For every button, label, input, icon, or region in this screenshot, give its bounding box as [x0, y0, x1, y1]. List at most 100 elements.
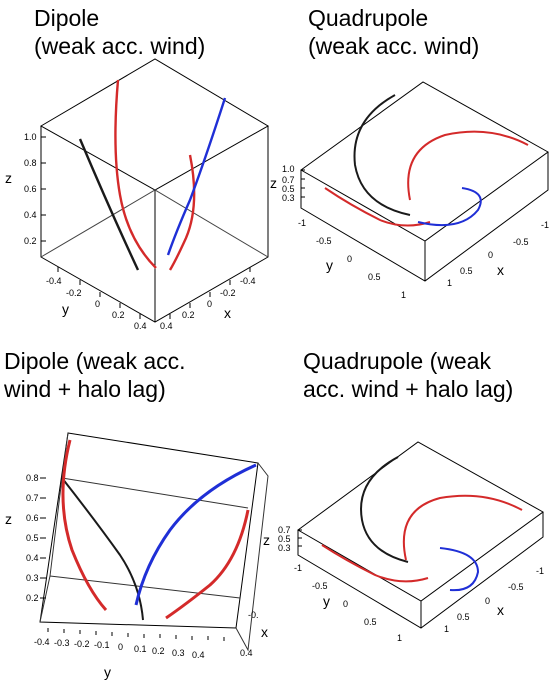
panel4-labels: 0.7 0.5 0.3 z -1 -0.5 0 0.5 1 y 1 0.5 0 …: [263, 525, 544, 643]
panel1-xtick-3: 0: [207, 299, 212, 309]
panel3-ytick-4: -0.1: [94, 640, 110, 650]
panel4-curve-red-lower: [321, 544, 429, 583]
panel3-title: Dipole (weak acc. wind + halo lag): [4, 348, 186, 402]
panel3-curve-blue: [134, 463, 257, 606]
panel2-ztick-4: 0.3: [282, 193, 295, 203]
panel1-ytick-5: 0.4: [134, 321, 147, 331]
panel2-plot: [300, 81, 549, 282]
panel2-curve-black: [353, 94, 411, 216]
panel1-ztick-5: 0.2: [24, 236, 37, 246]
panel3-plot: [39, 432, 269, 652]
panel1-curve-red-left: [114, 79, 157, 269]
panel4-ytick-3: 0: [343, 599, 348, 609]
panel3-xtick-2: 0.4: [240, 648, 253, 658]
panel3-ylabel: y: [104, 664, 111, 680]
panel1-curve-black: [78, 138, 140, 271]
panel1-ytick-2: -0.2: [66, 288, 82, 298]
panel3-labels: 0.8 0.7 0.6 0.5 0.4 0.3 0.2 z -0.4 -0.3 …: [5, 473, 268, 680]
panel2-labels: 1.0 0.7 0.5 0.3 z -1 -0.5 0 0.5 1 y 1 0.…: [270, 164, 549, 300]
panel1-ytick-3: 0: [95, 299, 100, 309]
panel3-ytick-1: -0.4: [34, 637, 50, 647]
panel3-ytick-8: 0.3: [172, 648, 185, 658]
panel2-ylabel: y: [326, 257, 333, 273]
panel1-box-top: [39, 58, 269, 191]
panel1-ztick-4: 0.4: [24, 210, 37, 220]
panel4-curve-red-upper: [402, 494, 523, 561]
panel4-xlabel: x: [497, 602, 504, 618]
panel2-ytick-5: 1: [401, 290, 406, 300]
panel3-box-back: [39, 432, 259, 629]
panel3-xlabel: x: [261, 624, 268, 640]
panel2-ytick-3: 0: [347, 254, 352, 264]
panel4-xtick-1: 1: [444, 624, 449, 634]
panel4-xtick-2: 0.5: [457, 612, 470, 622]
panel4-xtick-5: -1: [536, 566, 544, 576]
panel2-xtick-3: 0: [488, 250, 493, 260]
panel4-ylabel: y: [323, 593, 330, 609]
panel4-ztick-1: 0.7: [278, 525, 291, 535]
panel4-curve-black: [360, 456, 409, 563]
panel2-ztick-1: 1.0: [282, 164, 295, 174]
panel2-xtick-2: 0.5: [460, 266, 473, 276]
panel1-box-edges: [40, 126, 269, 323]
panel1-curve-red-right: [168, 154, 196, 271]
panel1-ytick-1: -0.4: [46, 276, 62, 286]
panel2-xlabel: x: [497, 262, 504, 278]
panel4-title: Quadrupole (weak acc. wind + halo lag): [303, 348, 514, 402]
panel3-curve-red-right: [165, 509, 250, 620]
panel1-xlabel: x: [224, 305, 231, 321]
panel2-curve-red-upper: [407, 130, 529, 201]
panel3-ytick-2: -0.3: [54, 638, 70, 648]
panel4-ytick-5: 1: [397, 633, 402, 643]
panel1-plot: [39, 58, 269, 323]
panel1-title: Dipole (weak acc. wind): [34, 5, 206, 59]
panel4-ytick-1: -1: [294, 563, 302, 573]
panel3-ztick-7: 0.2: [26, 593, 39, 603]
panel3-zlabel: z: [5, 511, 12, 527]
panel4-curve-blue: [439, 547, 480, 592]
panel4-zlabel: z: [263, 532, 270, 548]
panel2-xtick-1: 1: [447, 278, 452, 288]
panel4-plot: [297, 441, 544, 629]
panel3-ztick-4: 0.5: [26, 533, 39, 543]
panel4-ytick-2: -0.5: [312, 581, 328, 591]
panel3-ytick-6: 0.1: [134, 644, 147, 654]
panel2-xtick-4: -0.5: [513, 237, 529, 247]
panel3-curve-red-left: [61, 439, 108, 612]
panel3-ytick-7: 0.2: [152, 646, 165, 656]
panel3-ytick-9: 0.4: [192, 650, 205, 660]
panel3-ztick-1: 0.8: [26, 473, 39, 483]
panel2-curve-blue: [417, 187, 482, 227]
panel3-ztick-6: 0.3: [26, 573, 39, 583]
panel1-ztick-1: 1.0: [24, 132, 37, 142]
panel1-xtick-5: -0.4: [240, 276, 256, 286]
panel2-ztick-3: 0.5: [282, 184, 295, 194]
panel3-ztick-5: 0.4: [26, 553, 39, 563]
panel2-title: Quadrupole (weak acc. wind): [308, 5, 480, 59]
panel2-ytick-2: -0.5: [316, 236, 332, 246]
panel2-zlabel: z: [270, 175, 277, 191]
panel1-xtick-2: 0.2: [182, 310, 195, 320]
panel3-ytick-3: -0.2: [74, 639, 90, 649]
panel1-ytick-4: 0.2: [112, 310, 125, 320]
panel4-ztick-3: 0.3: [278, 543, 291, 553]
panel2-xtick-5: -1: [541, 220, 549, 230]
panel1-xtick-4: -0.2: [220, 288, 236, 298]
panel1-ylabel: y: [62, 301, 69, 317]
panel1-box-floor-back: [40, 189, 269, 258]
panel4-ytick-4: 0.5: [364, 617, 377, 627]
panel4-box-edges: [297, 512, 544, 629]
panel3-box-inner: [39, 432, 249, 623]
panel1-labels: 1.0 0.8 0.6 0.4 0.2 z -0.4 -0.2 0 0.2 0.…: [5, 132, 256, 331]
panel3-xtick-1: -0.: [248, 610, 259, 620]
panel4-xtick-3: 0: [485, 596, 490, 606]
panel1-xtick-1: 0.4: [160, 321, 173, 331]
panel1-zlabel: z: [5, 170, 12, 186]
panel2-box-edges: [300, 152, 549, 282]
panel3-curve-black: [61, 477, 144, 621]
panel2-curve-red-lower: [324, 187, 431, 227]
panel1-ztick-2: 0.8: [24, 158, 37, 168]
panel1-ztick-3: 0.6: [24, 184, 37, 194]
panel2-ytick-1: -1: [298, 218, 306, 228]
panel3-box-right: [235, 462, 269, 652]
